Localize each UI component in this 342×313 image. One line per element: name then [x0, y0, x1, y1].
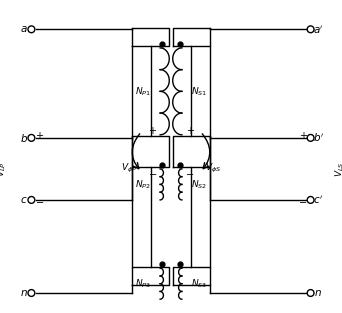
Text: $b'$: $b'$ — [313, 132, 324, 144]
Text: $-$: $-$ — [35, 197, 44, 207]
Text: $b$: $b$ — [19, 132, 28, 144]
Text: $V_{\phi P}$: $V_{\phi P}$ — [121, 162, 137, 176]
Text: $c$: $c$ — [20, 195, 27, 205]
Text: $N_{S1}$: $N_{S1}$ — [191, 85, 207, 98]
Text: $V_{\phi S}$: $V_{\phi S}$ — [205, 162, 221, 176]
Text: +: + — [148, 126, 156, 136]
Text: $V_{LP}$: $V_{LP}$ — [0, 161, 8, 177]
Text: $N_{P3}$: $N_{P3}$ — [135, 277, 151, 290]
Text: $N_{P1}$: $N_{P1}$ — [135, 85, 151, 98]
Text: $c'$: $c'$ — [313, 194, 324, 206]
Text: $n$: $n$ — [20, 288, 28, 298]
Text: +: + — [299, 131, 307, 141]
Text: $-$: $-$ — [185, 168, 194, 178]
Text: $-$: $-$ — [298, 197, 307, 207]
Text: $V_{LS}$: $V_{LS}$ — [334, 161, 342, 177]
Text: $-$: $-$ — [148, 168, 157, 178]
Text: $n$: $n$ — [314, 288, 322, 298]
Text: $N_{S3}$: $N_{S3}$ — [191, 277, 207, 290]
Text: $a$: $a$ — [20, 24, 27, 34]
Text: +: + — [186, 126, 194, 136]
Text: $N_{P2}$: $N_{P2}$ — [135, 178, 151, 191]
Text: $a'$: $a'$ — [313, 23, 324, 35]
Text: +: + — [35, 131, 43, 141]
Text: $N_{S2}$: $N_{S2}$ — [191, 178, 207, 191]
